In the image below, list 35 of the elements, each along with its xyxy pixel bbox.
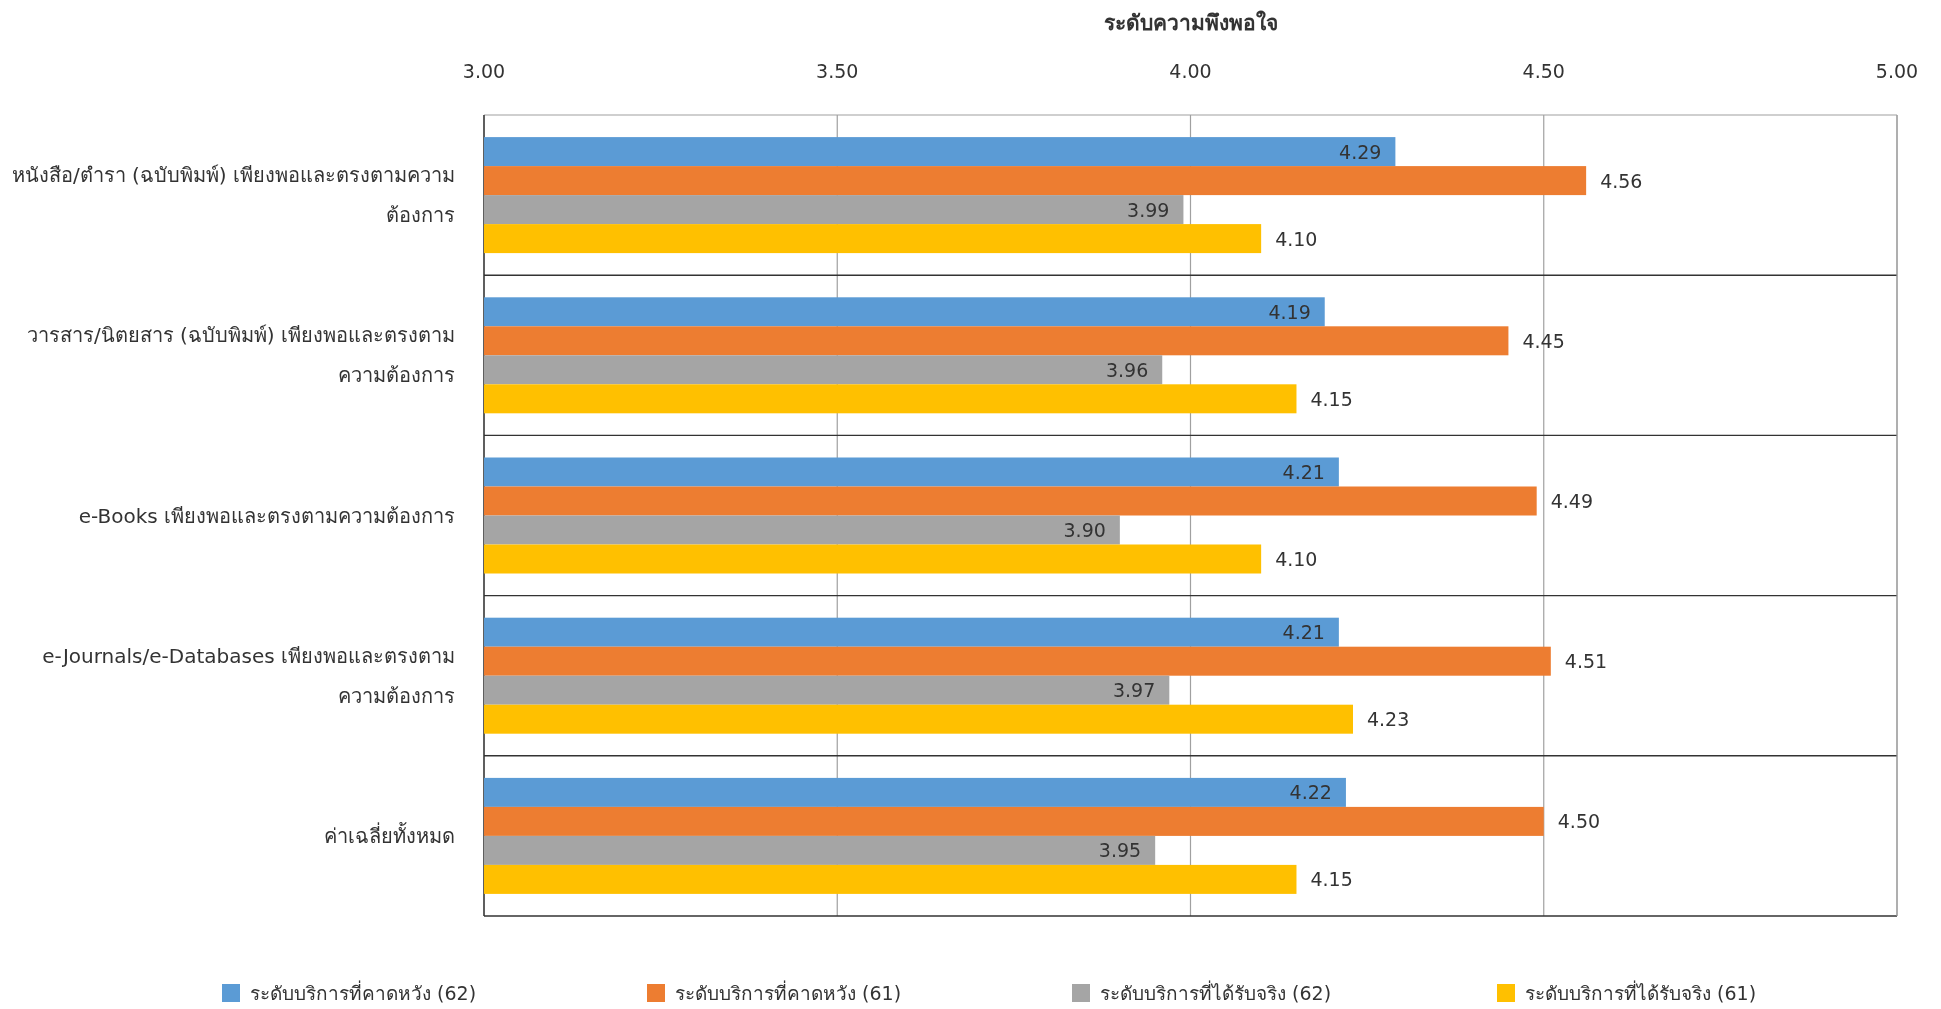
- y-tick-label: e-Journals/e-Databases เพียงพอและตรงตามความต้องการ: [41, 642, 455, 710]
- y-tick-label: วารสาร/นิตยสาร (ฉบับพิมพ์) เพียงพอและตรงตามความต้องการ: [25, 322, 455, 390]
- data-label: 3.96: [1105, 358, 1149, 381]
- data-label: 4.23: [1366, 708, 1410, 731]
- x-tick-label: 4.00: [1169, 60, 1212, 82]
- data-label: 4.22: [1289, 781, 1332, 804]
- data-label: 4.10: [1275, 227, 1318, 250]
- y-tick-label: e-Books เพียงพอและตรงตามความต้องการ: [77, 502, 455, 530]
- data-label: 3.95: [1098, 839, 1142, 862]
- data-label: 4.19: [1268, 300, 1311, 323]
- legend-label: ระดับบริการที่ได้รับจริง (61): [1525, 980, 1757, 1004]
- data-label: 4.29: [1339, 140, 1382, 163]
- data-label: 3.90: [1063, 519, 1106, 541]
- data-label: 4.15: [1310, 868, 1353, 891]
- y-tick-label: ค่าเฉลี่ยทั้งหมด: [323, 821, 455, 850]
- data-label: 4.15: [1310, 387, 1353, 410]
- data-label: 4.49: [1550, 490, 1593, 512]
- data-label: 4.45: [1522, 329, 1565, 352]
- x-tick-label: 3.00: [462, 60, 506, 82]
- data-label: 4.10: [1275, 548, 1318, 570]
- legend-label: ระดับบริการที่คาดหวัง (62): [250, 980, 477, 1004]
- data-label: 4.56: [1600, 169, 1643, 192]
- data-label: 3.97: [1112, 679, 1156, 702]
- data-label: 3.99: [1127, 198, 1170, 221]
- data-label: 4.21: [1282, 461, 1325, 483]
- x-tick-label: 3.50: [816, 60, 859, 82]
- x-tick-label: 5.00: [1875, 60, 1919, 82]
- data-label: 4.21: [1282, 621, 1325, 644]
- legend-label: ระดับบริการที่ได้รับจริง (62): [1100, 980, 1332, 1004]
- x-axis-title: ระดับความพึงพอใจ: [1103, 10, 1278, 35]
- x-tick-label: 4.50: [1522, 60, 1565, 82]
- y-tick-label: หนังสือ/ตำรา (ฉบับพิมพ์) เพียงพอและตรงตามความต้องการ: [10, 162, 455, 230]
- data-label: 4.50: [1557, 810, 1601, 833]
- data-label: 4.51: [1564, 650, 1608, 673]
- legend-label: ระดับบริการที่คาดหวัง (61): [675, 980, 902, 1004]
